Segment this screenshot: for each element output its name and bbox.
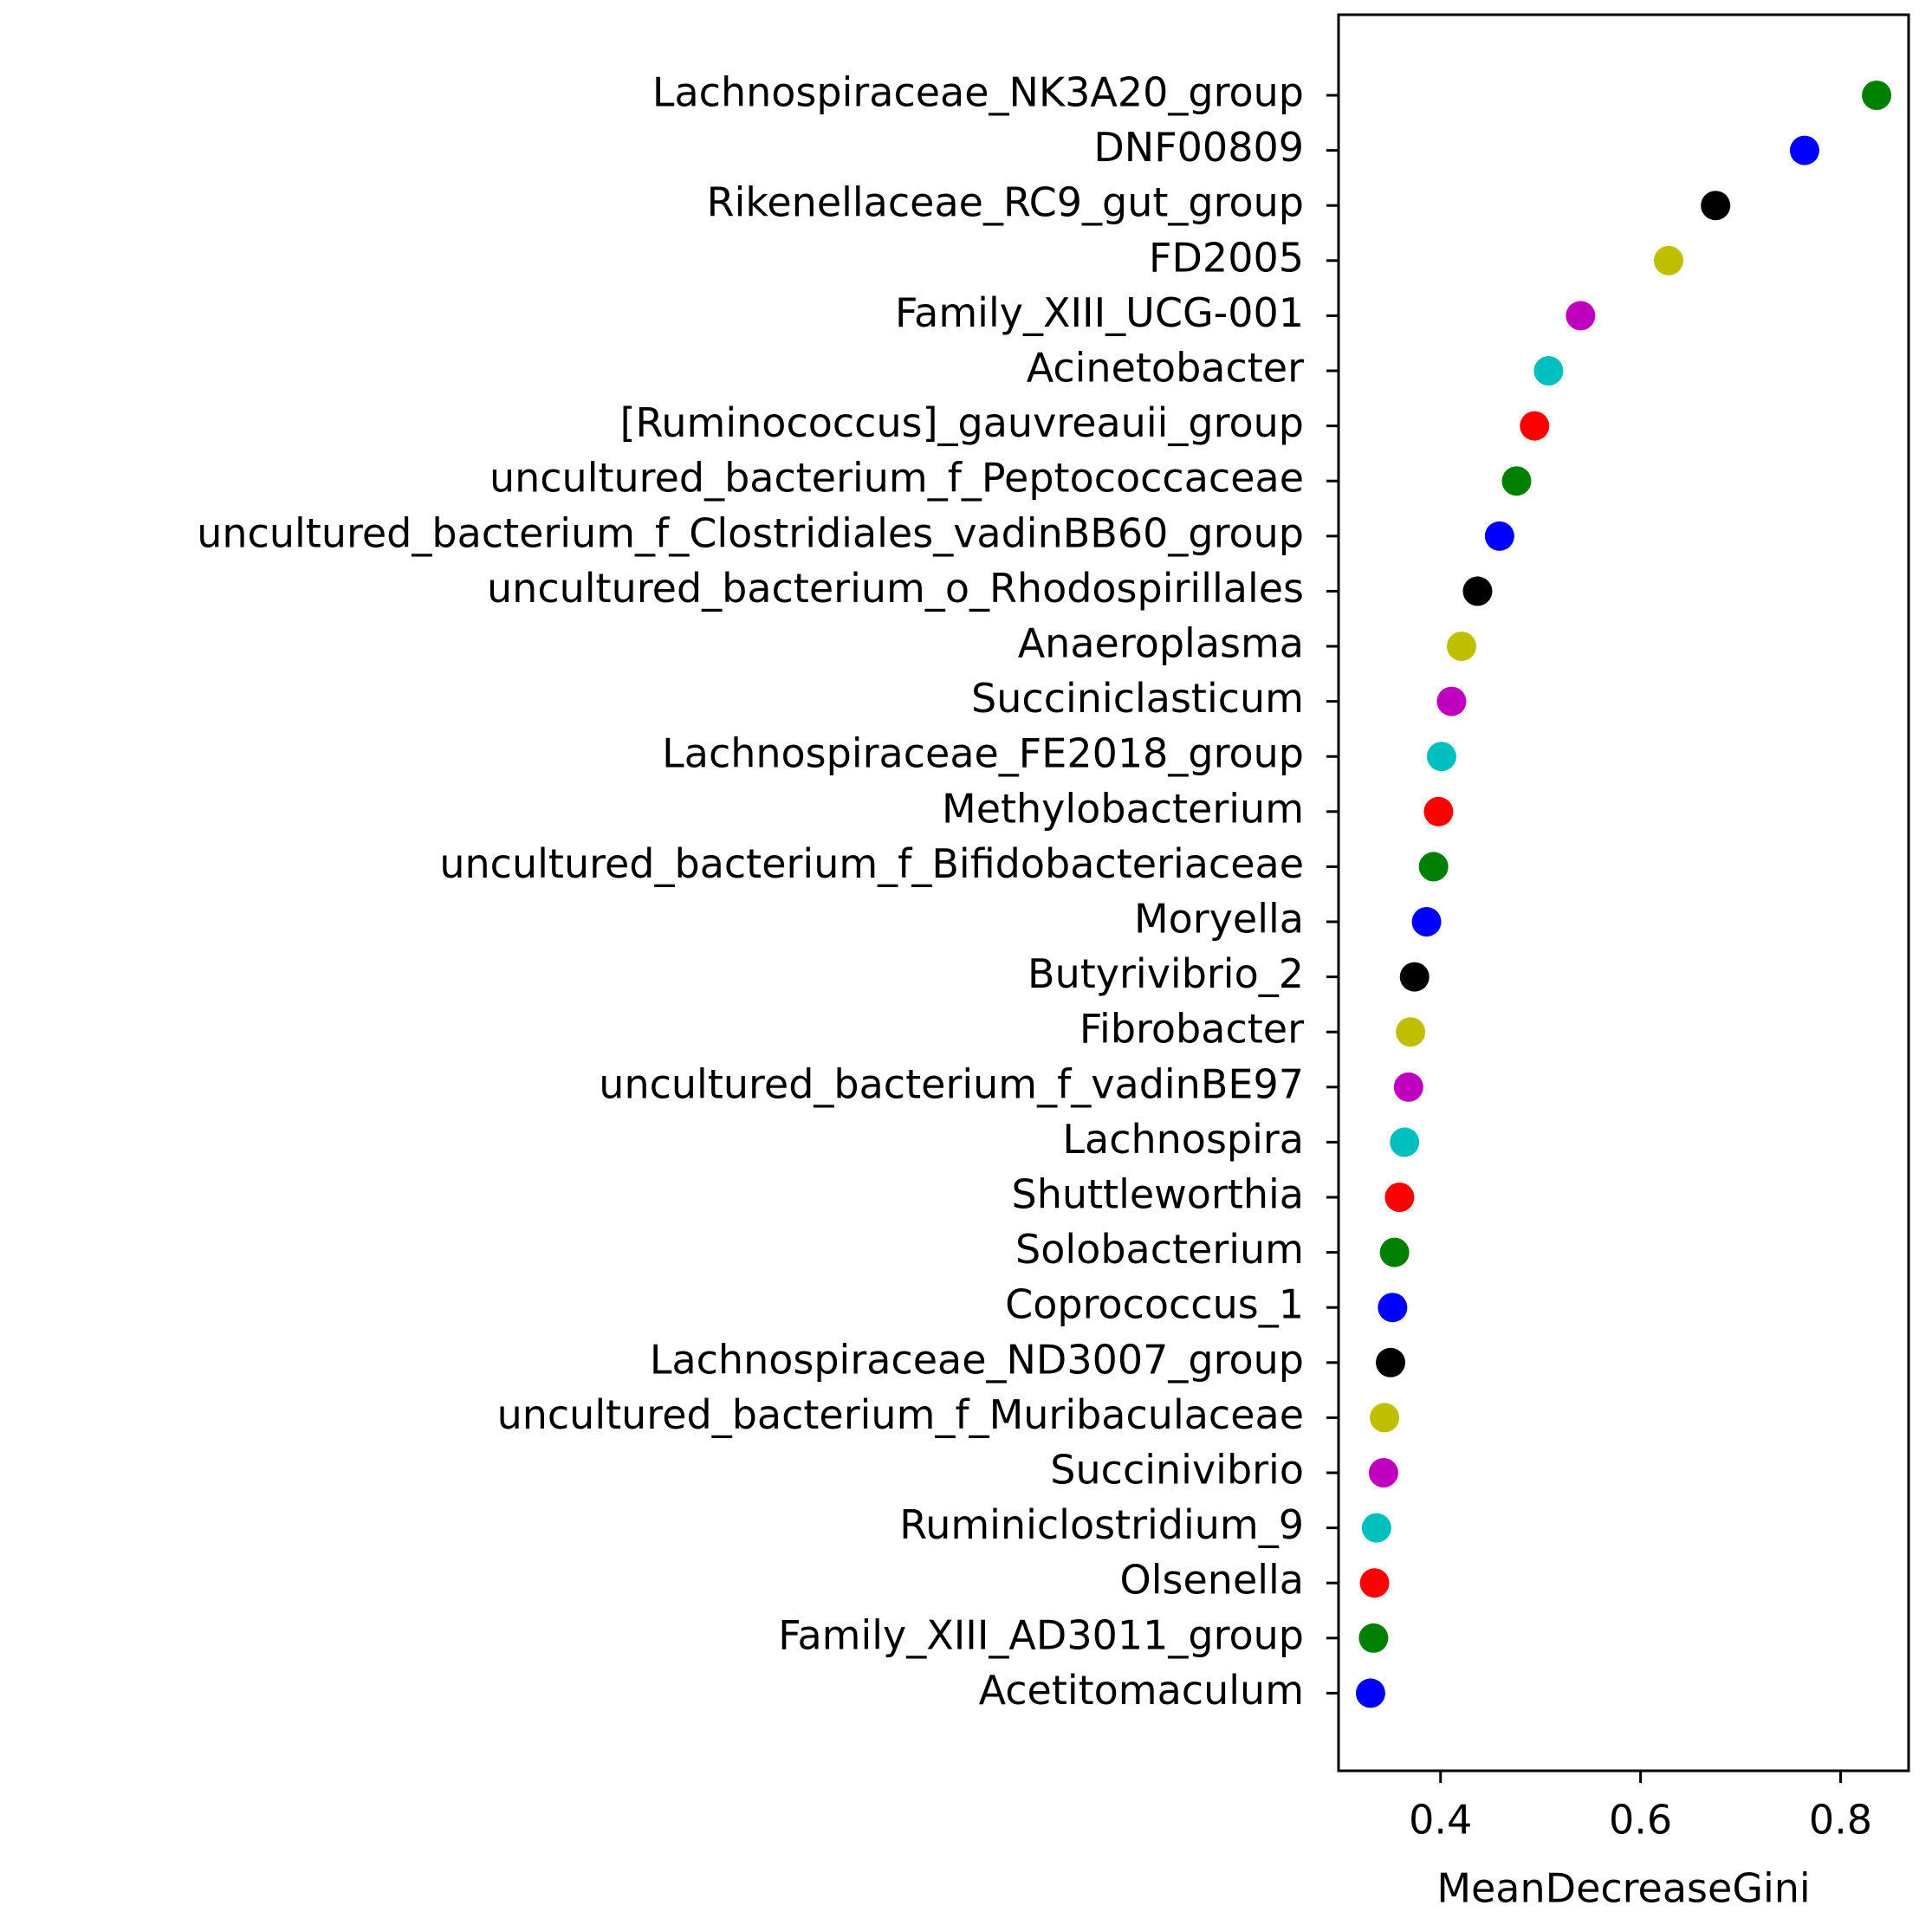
y-tick-label: [Ruminococcus]_gauvreauii_group bbox=[620, 399, 1304, 446]
y-tick-label: Solobacterium bbox=[1015, 1226, 1304, 1273]
dot bbox=[1520, 411, 1550, 441]
dot bbox=[1418, 852, 1449, 882]
y-tick-label: Fibrobacter bbox=[1079, 1006, 1304, 1053]
dot bbox=[1358, 1623, 1389, 1653]
y-tick-label: Anaeroplasma bbox=[1018, 620, 1304, 667]
dot bbox=[1462, 576, 1493, 606]
y-tick-label: uncultured_bacterium_o_Rhodospirillales bbox=[487, 565, 1304, 612]
y-tick-label: Lachnospiraceae_NK3A20_group bbox=[652, 69, 1304, 116]
y-tick-label: FD2005 bbox=[1149, 234, 1304, 281]
dot bbox=[1484, 521, 1514, 551]
y-tick-label: uncultured_bacterium_f_Clostridiales_vad… bbox=[197, 509, 1304, 556]
y-tick-label: uncultured_bacterium_f_Bifidobacteriacea… bbox=[439, 840, 1304, 887]
x-tick-label: 0.6 bbox=[1609, 1797, 1672, 1844]
dot bbox=[1423, 796, 1454, 826]
y-tick-label: Methylobacterium bbox=[942, 785, 1304, 832]
y-tick-label: Butyrivibrio_2 bbox=[1028, 950, 1304, 997]
y-tick-label: Moryella bbox=[1134, 896, 1304, 943]
dot bbox=[1361, 1513, 1391, 1543]
plot-frame bbox=[1337, 13, 1910, 1773]
dot bbox=[1789, 135, 1819, 165]
y-tick-label: Lachnospiraceae_FE2018_group bbox=[662, 730, 1304, 777]
x-axis-label: MeanDecreaseGini bbox=[1436, 1865, 1810, 1912]
dot bbox=[1533, 356, 1564, 386]
dot bbox=[1359, 1568, 1390, 1598]
y-tick-label: Ruminiclostridium_9 bbox=[899, 1501, 1304, 1548]
x-tick-label: 0.8 bbox=[1809, 1797, 1872, 1844]
y-tick-label: uncultured_bacterium_f_Peptococcaceae bbox=[489, 455, 1304, 502]
dot bbox=[1370, 1403, 1400, 1433]
dot bbox=[1446, 632, 1476, 661]
y-tick-label: Rikenellaceae_RC9_gut_group bbox=[707, 179, 1304, 226]
y-tick-label: Lachnospiraceae_ND3007_group bbox=[650, 1336, 1304, 1383]
dot bbox=[1384, 1183, 1415, 1212]
dot bbox=[1378, 1293, 1408, 1323]
y-tick-label: Acetitomaculum bbox=[979, 1667, 1304, 1714]
dot bbox=[1411, 907, 1442, 937]
y-tick-label: Succiniclasticum bbox=[971, 675, 1304, 722]
y-tick-label: Family_XIII_UCG-001 bbox=[895, 289, 1304, 336]
dot bbox=[1393, 1072, 1423, 1102]
dot bbox=[1566, 301, 1596, 331]
dot bbox=[1501, 466, 1532, 496]
y-tick-label: DNF00809 bbox=[1093, 124, 1304, 171]
y-tick-label: Olsenella bbox=[1120, 1557, 1304, 1604]
dot bbox=[1862, 81, 1892, 110]
dot bbox=[1701, 191, 1731, 221]
dot bbox=[1390, 1127, 1420, 1157]
dot bbox=[1396, 1017, 1426, 1047]
dot bbox=[1379, 1237, 1410, 1267]
y-tick-label: Lachnospira bbox=[1062, 1116, 1304, 1163]
y-tick-label: Shuttleworthia bbox=[1012, 1171, 1305, 1218]
y-tick-label: Acinetobacter bbox=[1027, 345, 1304, 392]
y-tick-label: uncultured_bacterium_f_Muribaculaceae bbox=[497, 1391, 1304, 1438]
dot bbox=[1653, 245, 1683, 275]
dot bbox=[1355, 1678, 1385, 1708]
y-tick-label: Succinivibrio bbox=[1050, 1447, 1304, 1494]
dot bbox=[1376, 1347, 1406, 1377]
dot bbox=[1436, 686, 1467, 716]
x-tick-label: 0.4 bbox=[1409, 1797, 1472, 1844]
y-tick-label: uncultured_bacterium_f_vadinBE97 bbox=[599, 1060, 1304, 1107]
dot bbox=[1368, 1458, 1398, 1488]
dot bbox=[1399, 962, 1430, 992]
y-tick-label: Coprococcus_1 bbox=[1005, 1281, 1304, 1328]
dot bbox=[1426, 742, 1456, 772]
y-tick-label: Family_XIII_AD3011_group bbox=[778, 1611, 1304, 1658]
